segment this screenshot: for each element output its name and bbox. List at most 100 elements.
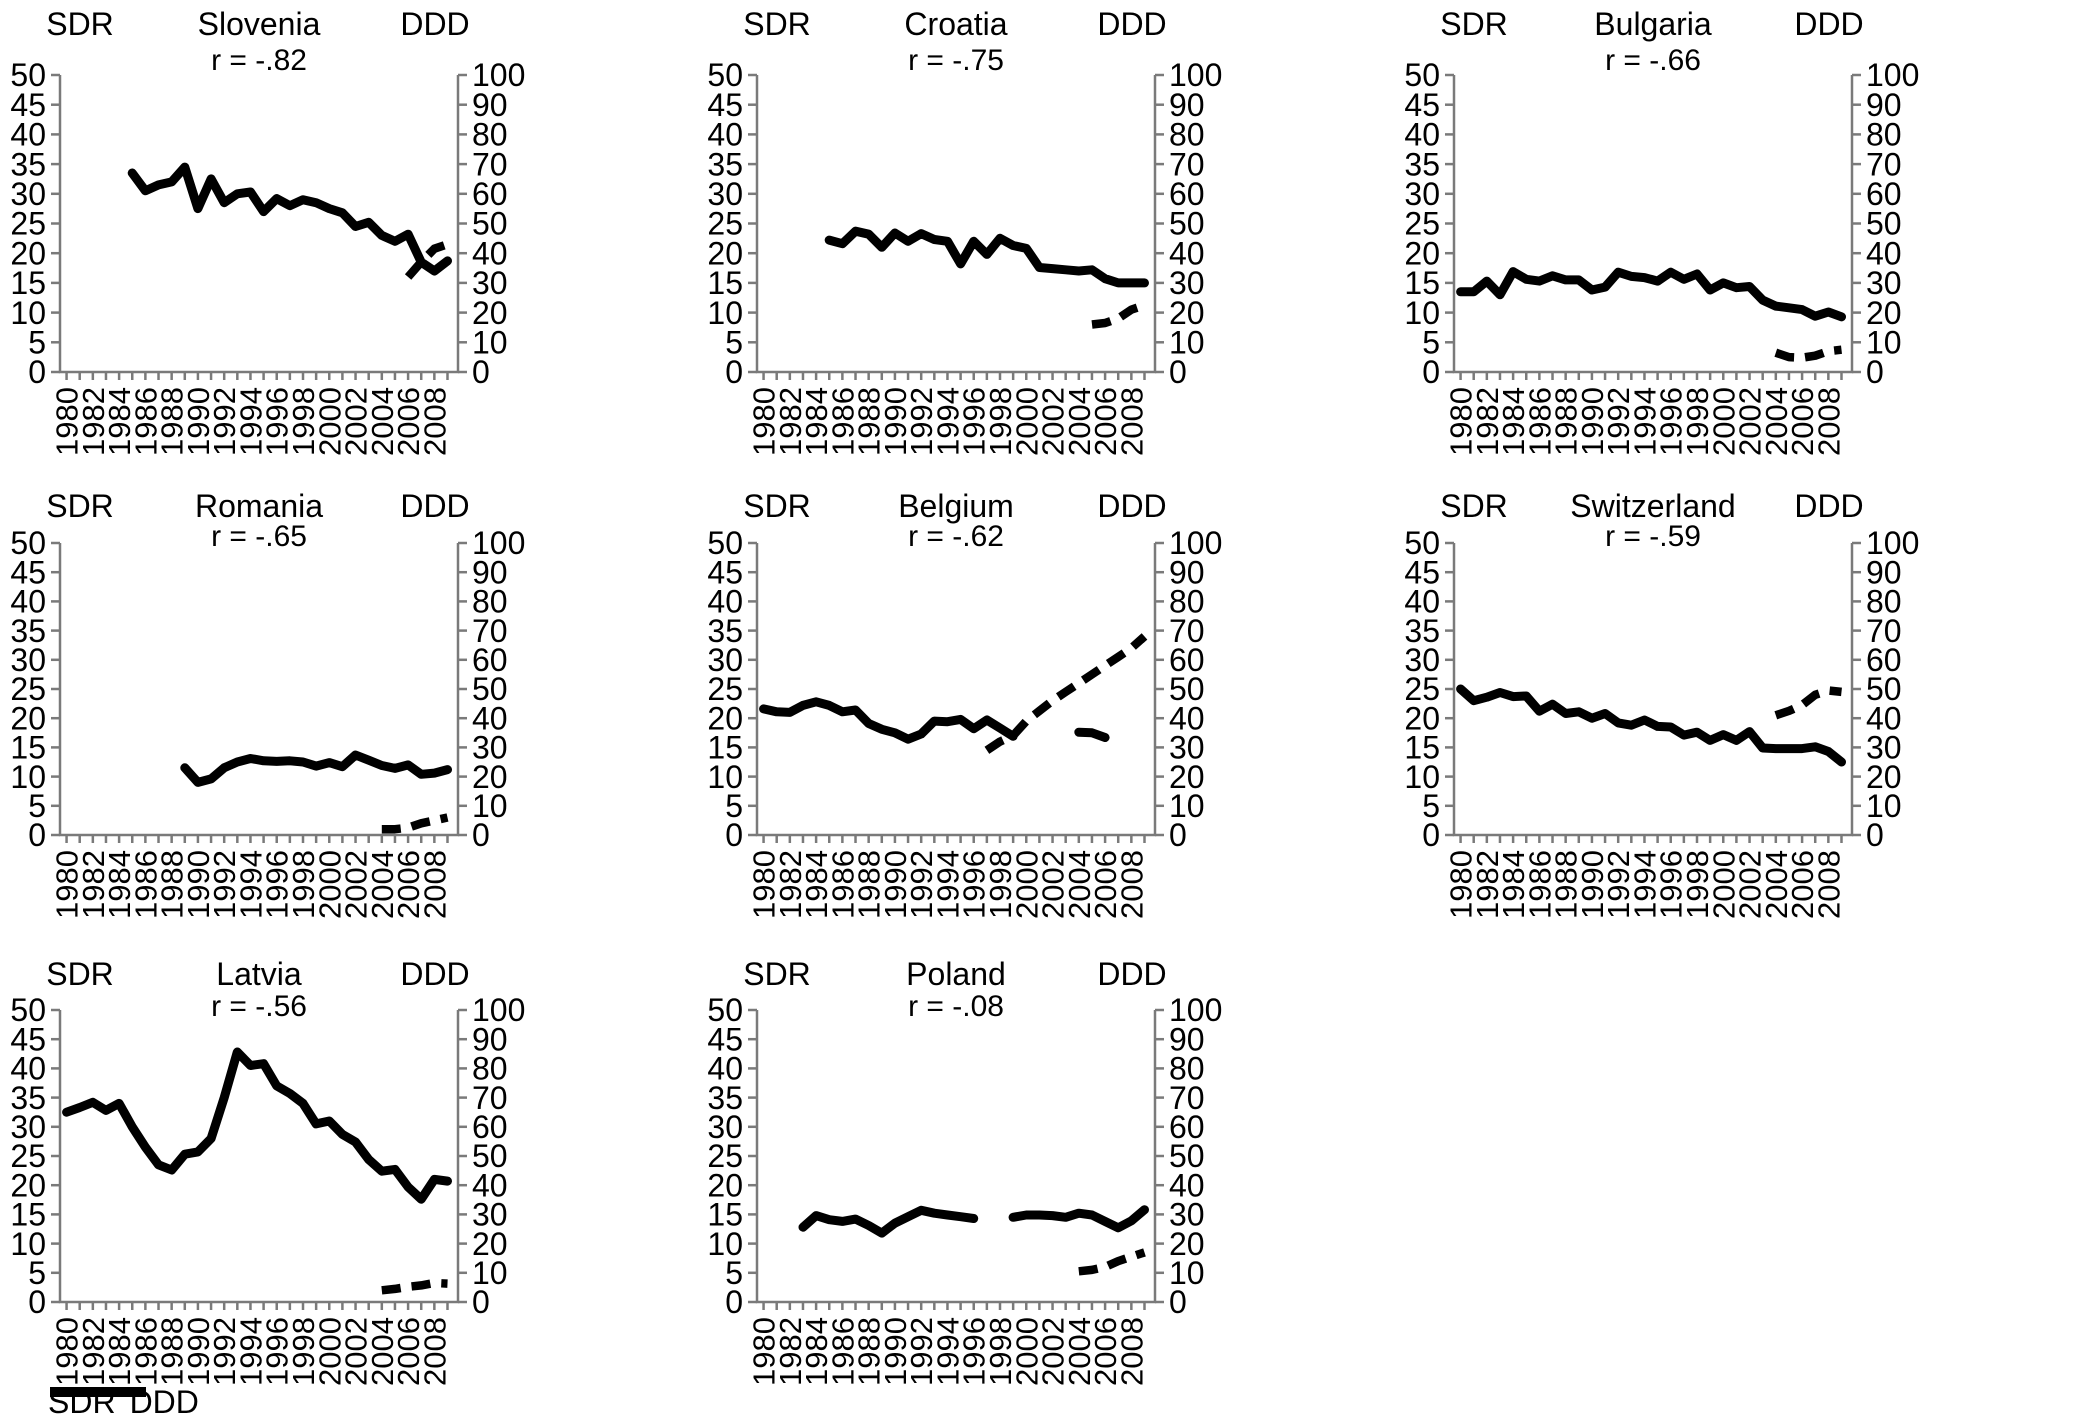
svg-text:1982: 1982: [1470, 387, 1505, 456]
chart-slovenia: 0 5 10 15 20 25 30 35 40 45 50 0 10 20 30 40 50 60 70 80 90 1…: [0, 0, 697, 460]
sdr-line: [127, 162, 452, 276]
svg-text:40: 40: [1866, 235, 1902, 271]
legend-sdr-swatch: [50, 1387, 138, 1397]
svg-text:20: 20: [472, 759, 508, 795]
svg-text:2000: 2000: [312, 850, 347, 919]
svg-text:1998: 1998: [1680, 850, 1715, 919]
left-axis-title: SDR: [743, 956, 811, 992]
svg-text:2004: 2004: [1062, 850, 1097, 919]
svg-text:2008: 2008: [1811, 850, 1846, 919]
svg-text:1980: 1980: [1444, 387, 1479, 456]
svg-text:35: 35: [707, 1080, 743, 1116]
svg-text:2004: 2004: [1062, 1317, 1097, 1386]
svg-text:10: 10: [1169, 788, 1205, 824]
svg-text:50: 50: [1866, 671, 1902, 707]
svg-text:1990: 1990: [181, 1317, 216, 1386]
svg-text:5: 5: [1422, 325, 1440, 361]
left-axis-title: SDR: [46, 956, 114, 992]
svg-text:10: 10: [10, 1226, 46, 1262]
svg-text:1988: 1988: [852, 387, 887, 456]
svg-text:30: 30: [1169, 265, 1205, 301]
plot-svg: 0510152025303540455001020304050607080901…: [10, 57, 525, 456]
svg-text:2008: 2008: [1114, 1317, 1149, 1386]
svg-text:70: 70: [472, 146, 508, 182]
sdr-line: [1456, 267, 1846, 322]
svg-text:25: 25: [1404, 206, 1440, 242]
svg-text:40: 40: [707, 584, 743, 620]
svg-text:10: 10: [1169, 1255, 1205, 1291]
svg-text:30: 30: [472, 1197, 508, 1233]
svg-text:1984: 1984: [102, 387, 137, 456]
svg-text:5: 5: [28, 325, 46, 361]
svg-text:30: 30: [1866, 265, 1902, 301]
svg-text:1988: 1988: [155, 1317, 190, 1386]
svg-text:80: 80: [1866, 584, 1902, 620]
svg-text:60: 60: [472, 176, 508, 212]
svg-text:10: 10: [1404, 759, 1440, 795]
svg-text:2002: 2002: [1036, 850, 1071, 919]
svg-text:0: 0: [1866, 817, 1884, 853]
svg-text:1986: 1986: [825, 1317, 860, 1386]
right-axis-title: DDD: [1097, 488, 1167, 524]
svg-text:30: 30: [1169, 730, 1205, 766]
svg-text:45: 45: [707, 554, 743, 590]
left-axis-title: SDR: [743, 488, 811, 524]
svg-text:10: 10: [707, 1226, 743, 1262]
svg-text:35: 35: [707, 146, 743, 182]
svg-text:1984: 1984: [799, 387, 834, 456]
svg-text:1986: 1986: [128, 387, 163, 456]
chart-poland: 0 5 10 15 20 25 30 35 40 45 50 0 10 20 30 40 50 60 70 80 90 1…: [697, 940, 1394, 1419]
svg-text:1986: 1986: [1522, 850, 1557, 919]
svg-text:80: 80: [472, 117, 508, 153]
ddd-line: [984, 633, 1148, 754]
svg-text:1986: 1986: [825, 387, 860, 456]
svg-text:40: 40: [472, 700, 508, 736]
svg-text:0: 0: [1422, 817, 1440, 853]
svg-text:10: 10: [707, 759, 743, 795]
svg-text:20: 20: [1404, 700, 1440, 736]
chart-title: Switzerland: [1570, 488, 1736, 524]
svg-text:2006: 2006: [391, 1317, 426, 1386]
svg-text:10: 10: [472, 325, 508, 361]
svg-text:2004: 2004: [365, 850, 400, 919]
svg-text:25: 25: [707, 206, 743, 242]
svg-text:1994: 1994: [1628, 850, 1663, 919]
svg-text:1986: 1986: [128, 1317, 163, 1386]
svg-text:5: 5: [725, 788, 743, 824]
svg-text:50: 50: [1404, 525, 1440, 561]
legend-ddd-swatch: [68, 1387, 146, 1397]
svg-text:45: 45: [10, 1021, 46, 1057]
svg-text:10: 10: [1866, 325, 1902, 361]
svg-text:10: 10: [472, 1255, 508, 1291]
svg-text:1992: 1992: [904, 850, 939, 919]
svg-text:2000: 2000: [312, 1317, 347, 1386]
svg-text:1982: 1982: [773, 850, 808, 919]
sdr-line: [1008, 1205, 1149, 1233]
chart-switzerland: 0 5 10 15 20 25 30 35 40 45 50 0 10 20 30 40 50 60 70 80 90 1…: [1394, 460, 2091, 940]
plot-svg: 0510152025303540455001020304050607080901…: [1404, 525, 1919, 919]
svg-text:90: 90: [472, 87, 508, 123]
svg-text:1980: 1980: [1444, 850, 1479, 919]
svg-text:30: 30: [707, 176, 743, 212]
svg-text:2004: 2004: [1062, 387, 1097, 456]
svg-text:1988: 1988: [852, 850, 887, 919]
svg-text:20: 20: [1404, 235, 1440, 271]
svg-text:1992: 1992: [207, 1317, 242, 1386]
svg-text:30: 30: [1866, 730, 1902, 766]
svg-text:2008: 2008: [1114, 850, 1149, 919]
svg-text:0: 0: [1169, 354, 1187, 390]
svg-text:2004: 2004: [1759, 850, 1794, 919]
right-axis-title: DDD: [1794, 6, 1864, 42]
svg-text:70: 70: [1169, 146, 1205, 182]
svg-text:20: 20: [1169, 1226, 1205, 1262]
svg-text:45: 45: [1404, 554, 1440, 590]
svg-text:1992: 1992: [904, 387, 939, 456]
chart-romania: 0 5 10 15 20 25 30 35 40 45 50 0 10 20 30 40 50 60 70 80 90 1…: [0, 460, 697, 940]
svg-text:1990: 1990: [878, 850, 913, 919]
right-axis-title: DDD: [1794, 488, 1864, 524]
svg-text:15: 15: [10, 730, 46, 766]
svg-text:60: 60: [1866, 176, 1902, 212]
svg-text:70: 70: [1169, 613, 1205, 649]
svg-text:10: 10: [1404, 295, 1440, 331]
